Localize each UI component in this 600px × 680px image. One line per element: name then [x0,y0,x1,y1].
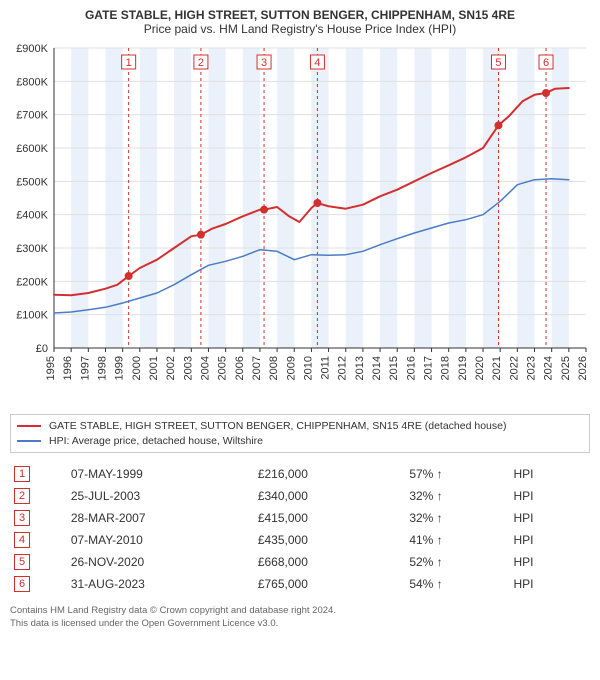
x-tick-label: 2002 [165,356,177,380]
table-row: 3 28-MAR-2007£415,00032% ↑HPI [10,507,590,529]
marker-label: 2 [198,57,204,69]
marker-date: 25-JUL-2003 [67,485,254,507]
y-tick-label: £900K [16,43,48,55]
marker-label: 3 [261,57,267,69]
legend-label: GATE STABLE, HIGH STREET, SUTTON BENGER,… [49,419,506,434]
x-tick-label: 2020 [474,356,486,380]
y-tick-label: £800K [16,76,48,88]
x-tick-label: 2016 [405,356,417,380]
marker-price: £415,000 [254,507,406,529]
x-tick-label: 2008 [268,356,280,380]
marker-box: 4 [14,532,30,548]
x-tick-label: 2024 [543,356,555,380]
chart-area: £0 £100K £200K £300K £400K £500K £600K £700K £80… [10,40,590,410]
table-row: 1 07-MAY-1999£216,00057% ↑HPI [10,463,590,485]
x-tick-label: 1999 [114,356,126,380]
marker-hpi-label: HPI [509,507,590,529]
x-tick-label: 2006 [234,356,246,380]
marker-label: 1 [126,57,132,69]
marker-date: 07-MAY-2010 [67,529,254,551]
y-tick-label: £400K [16,210,48,222]
x-tick-label: 2022 [508,356,520,380]
x-tick-label: 2005 [217,356,229,380]
x-tick-label: 2026 [577,356,589,380]
x-tick-label: 1995 [45,356,57,380]
x-tick-label: 2003 [182,356,194,380]
legend-label: HPI: Average price, detached house, Wilt… [49,434,263,449]
marker-pct: 41% ↑ [405,529,509,551]
x-tick-label: 2017 [423,356,435,380]
x-tick-label: 2019 [457,356,469,380]
legend: GATE STABLE, HIGH STREET, SUTTON BENGER,… [10,414,590,453]
footer: Contains HM Land Registry data © Crown c… [10,605,590,630]
marker-date: 26-NOV-2020 [67,551,254,573]
x-tick-label: 2009 [285,356,297,380]
table-row: 2 25-JUL-2003£340,00032% ↑HPI [10,485,590,507]
marker-box: 1 [14,466,30,482]
y-tick-label: £0 [36,343,48,355]
marker-hpi-label: HPI [509,529,590,551]
marker-price: £340,000 [254,485,406,507]
x-tick-label: 2014 [371,356,383,380]
table-row: 6 31-AUG-2023£765,00054% ↑HPI [10,573,590,595]
marker-pct: 32% ↑ [405,485,509,507]
marker-label: 4 [314,57,320,69]
marker-pct: 32% ↑ [405,507,509,529]
y-tick-label: £600K [16,143,48,155]
y-tick-label: £100K [16,310,48,322]
legend-row: HPI: Average price, detached house, Wilt… [17,434,583,449]
x-tick-label: 2023 [526,356,538,380]
marker-hpi-label: HPI [509,485,590,507]
marker-date: 31-AUG-2023 [67,573,254,595]
marker-box: 2 [14,488,30,504]
marker-box: 3 [14,510,30,526]
table-row: 5 26-NOV-2020£668,00052% ↑HPI [10,551,590,573]
y-tick-label: £500K [16,176,48,188]
chart-title: GATE STABLE, HIGH STREET, SUTTON BENGER,… [10,8,590,22]
x-tick-label: 2010 [302,356,314,380]
marker-price: £668,000 [254,551,406,573]
x-tick-label: 2015 [388,356,400,380]
marker-label: 6 [543,57,549,69]
x-tick-label: 2025 [560,356,572,380]
marker-pct: 54% ↑ [405,573,509,595]
x-tick-label: 2012 [337,356,349,380]
x-tick-label: 2007 [251,356,263,380]
x-tick-label: 2021 [491,356,503,380]
marker-pct: 52% ↑ [405,551,509,573]
marker-price: £765,000 [254,573,406,595]
marker-label: 5 [495,57,501,69]
footer-line-1: Contains HM Land Registry data © Crown c… [10,605,590,617]
marker-pct: 57% ↑ [405,463,509,485]
marker-date: 28-MAR-2007 [67,507,254,529]
x-tick-label: 1998 [96,356,108,380]
x-tick-label: 2011 [320,356,332,380]
x-tick-label: 2004 [199,356,211,380]
footer-line-2: This data is licensed under the Open Gov… [10,618,590,630]
x-tick-label: 2001 [148,356,160,380]
x-tick-label: 2013 [354,356,366,380]
legend-swatch [17,440,41,442]
marker-date: 07-MAY-1999 [67,463,254,485]
marker-hpi-label: HPI [509,463,590,485]
x-tick-label: 2000 [131,356,143,380]
marker-box: 6 [14,576,30,592]
x-tick-label: 1997 [79,356,91,380]
chart-subtitle: Price paid vs. HM Land Registry's House … [10,22,590,36]
marker-box: 5 [14,554,30,570]
marker-price: £435,000 [254,529,406,551]
marker-hpi-label: HPI [509,573,590,595]
marker-hpi-label: HPI [509,551,590,573]
chart-svg: £0 £100K £200K £300K £400K £500K £600K £700K £80… [10,40,590,410]
table-row: 4 07-MAY-2010£435,00041% ↑HPI [10,529,590,551]
legend-swatch [17,425,41,427]
marker-price: £216,000 [254,463,406,485]
x-tick-label: 2018 [440,356,452,380]
y-tick-label: £200K [16,276,48,288]
x-tick-label: 1996 [62,356,74,380]
y-tick-label: £700K [16,110,48,122]
marker-table: 107-MAY-1999£216,00057% ↑HPI225-JUL-2003… [10,463,590,595]
legend-row: GATE STABLE, HIGH STREET, SUTTON BENGER,… [17,419,583,434]
y-tick-label: £300K [16,243,48,255]
